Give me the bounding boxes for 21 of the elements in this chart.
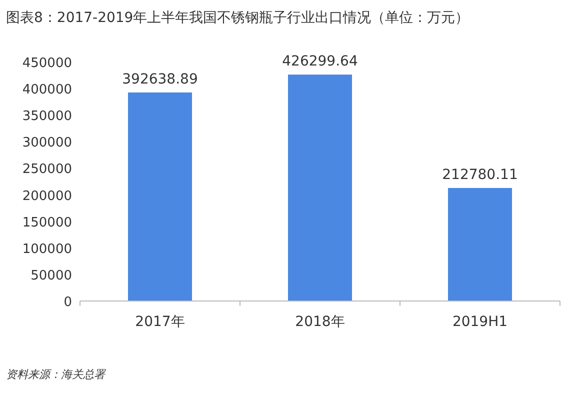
y-tick-label: 200000 <box>22 188 72 204</box>
y-tick-label: 100000 <box>22 242 72 257</box>
x-tick-label: 2019H1 <box>452 314 508 330</box>
y-tick-label: 350000 <box>22 109 72 124</box>
x-tick-label: 2017年 <box>135 314 185 330</box>
data-label: 212780.11 <box>442 166 518 183</box>
y-tick-label: 0 <box>64 295 72 310</box>
text: 资料来源：海关总署 <box>6 368 106 381</box>
x-tick-label: 2018年 <box>295 314 345 330</box>
data-label: 426299.64 <box>282 54 358 70</box>
chart-title: 图表8：2017-2019年上半年我国不锈钢瓶子行业出口情况（单位：万元） <box>6 10 470 26</box>
y-tick-label: 450000 <box>22 56 72 71</box>
data-label: 392638.89 <box>122 71 198 88</box>
y-tick-label: 300000 <box>22 136 72 151</box>
bar <box>448 188 512 301</box>
y-tick-label: 400000 <box>22 82 72 98</box>
bar <box>288 74 352 301</box>
bar <box>128 92 192 301</box>
y-tick-label: 150000 <box>22 215 72 230</box>
y-tick-label: 50000 <box>30 268 72 284</box>
y-tick-label: 250000 <box>22 162 72 178</box>
